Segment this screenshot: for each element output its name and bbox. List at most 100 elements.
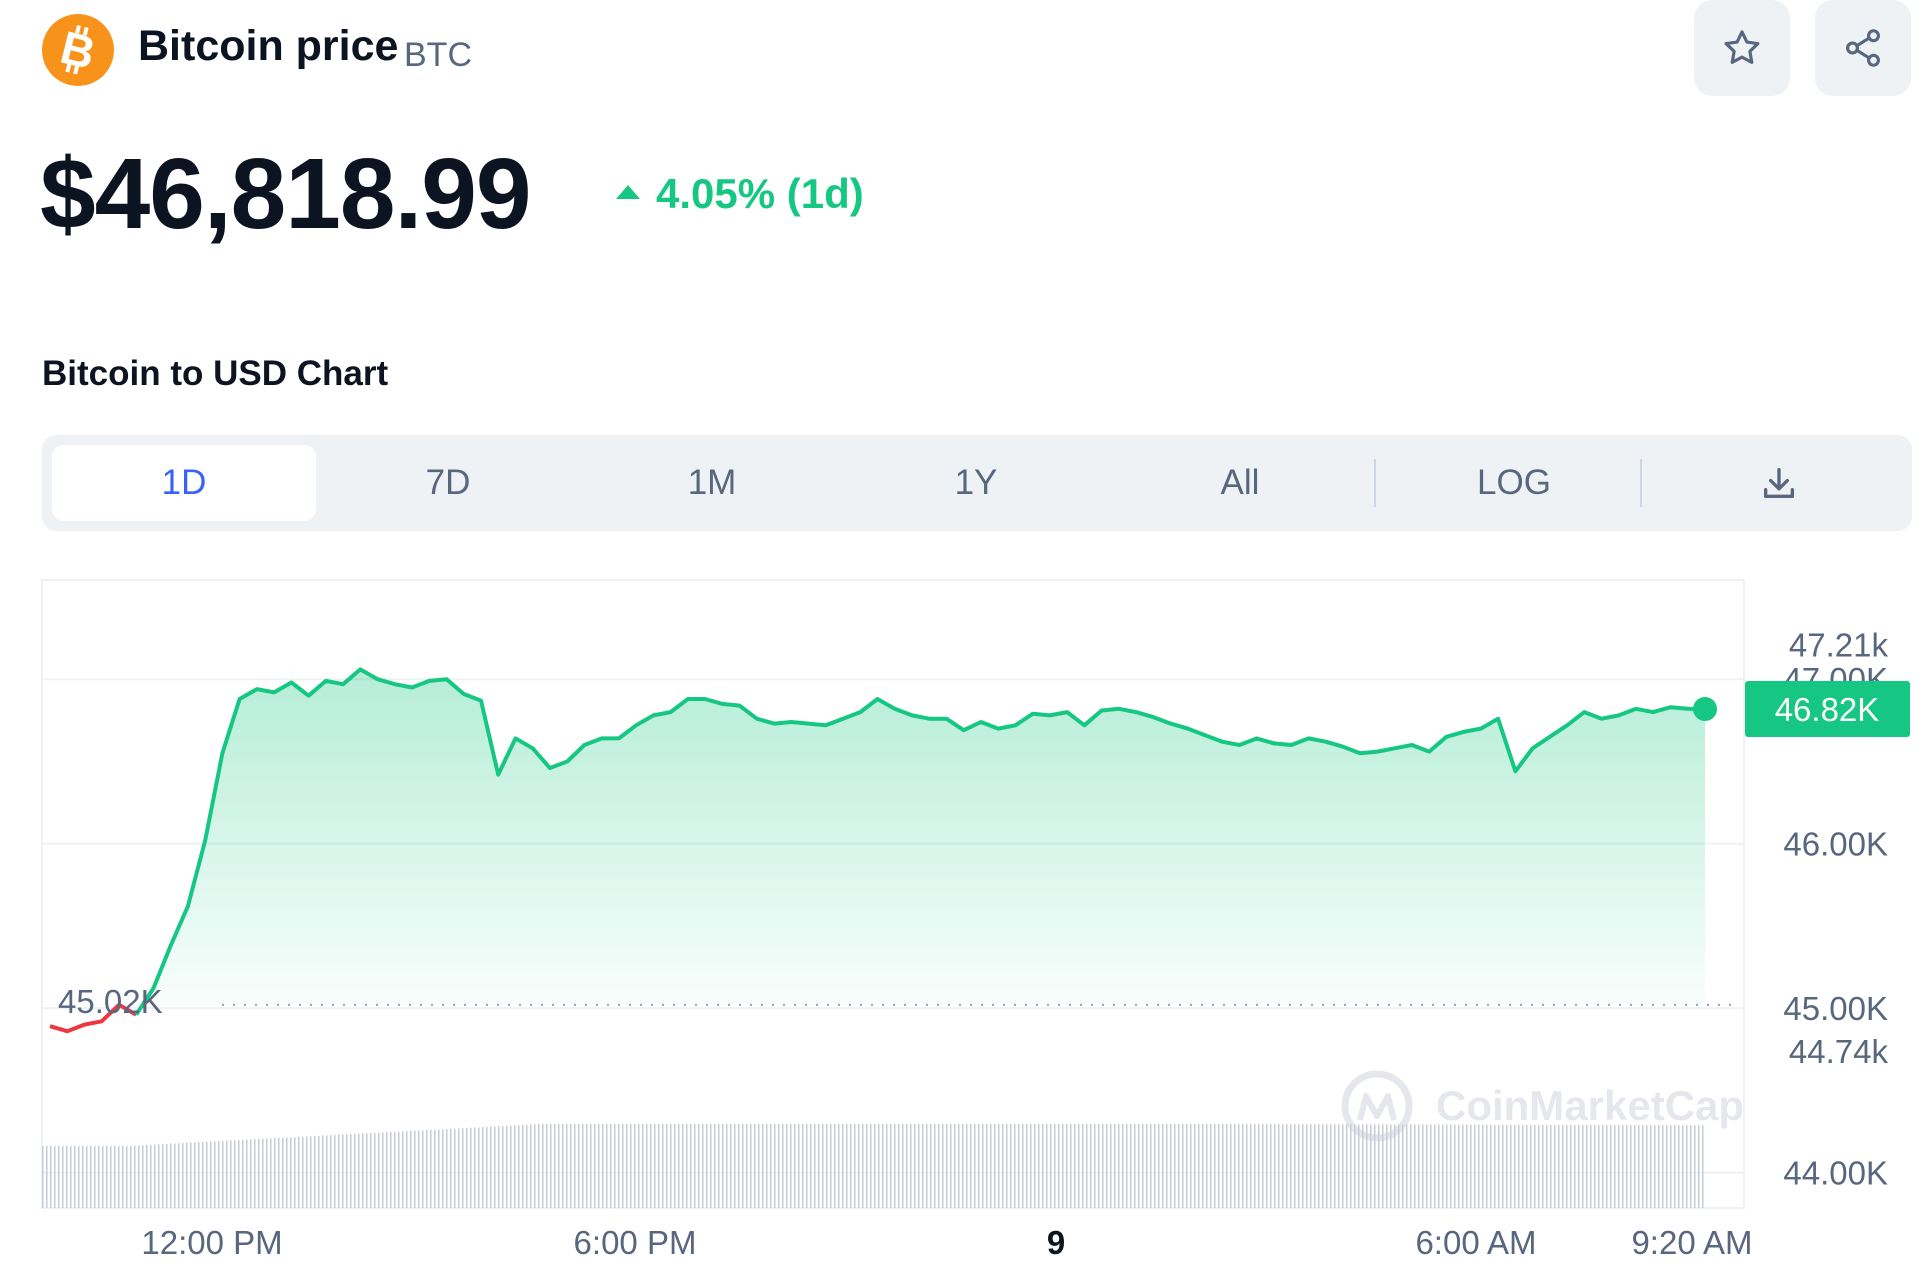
volume-bar [310,1136,312,1208]
volume-bar [1166,1124,1168,1208]
volume-bar [1414,1124,1416,1208]
price-line-up [134,667,1706,1016]
volume-bar [1022,1124,1024,1208]
volume-bar [1386,1124,1388,1208]
tab-1m[interactable]: 1M [687,463,737,502]
volume-bar [442,1129,444,1208]
tab-1y[interactable]: 1Y [954,463,998,502]
volume-bar [1666,1125,1668,1208]
volume-bar [982,1124,984,1208]
y-axis-label: 46.00K [1783,826,1888,863]
volume-bar [1142,1124,1144,1208]
volume-bar [142,1145,144,1208]
volume-bar [1274,1124,1276,1208]
volume-bar [1534,1124,1536,1208]
share-button[interactable] [1815,0,1911,96]
volume-bar [350,1134,352,1208]
volume-bar [754,1124,756,1208]
volume-bar [986,1124,988,1208]
volume-bar [1070,1124,1072,1208]
volume-bar [1254,1124,1256,1208]
volume-bar [978,1124,980,1208]
volume-bar [1266,1124,1268,1208]
tab-7d[interactable]: 7D [425,463,471,502]
volume-bar [602,1124,604,1208]
price-chart[interactable]: CoinMarketCap 45.02K 47.21k47.00K46.00K4… [0,560,1926,1274]
volume-bar [578,1124,580,1208]
volume-bar [318,1135,320,1208]
volume-bar [86,1146,88,1208]
volume-bar [474,1127,476,1208]
volume-bar [1318,1124,1320,1208]
volume-bar [102,1146,104,1208]
volume-bar [1050,1124,1052,1208]
volume-bar [574,1124,576,1208]
volume-bar [186,1142,188,1208]
volume-bar [1234,1124,1236,1208]
volume-bar [478,1127,480,1208]
volume-bar [1054,1124,1056,1208]
volume-bar [998,1124,1000,1208]
volume-bar [1090,1124,1092,1208]
volume-bar [510,1125,512,1208]
volume-bar [942,1124,944,1208]
current-price-label: 46.82K [1775,691,1880,728]
volume-bar [810,1124,812,1208]
log-scale-toggle[interactable]: LOG [1477,463,1551,502]
volume-bar [290,1137,292,1208]
volume-bar [1434,1124,1436,1208]
volume-bar [1078,1124,1080,1208]
tab-1d[interactable]: 1D [52,445,316,521]
volume-bar [410,1130,412,1208]
x-axis-label: 6:00 PM [574,1224,697,1261]
volume-bar [1066,1124,1068,1208]
volume-bar [1634,1125,1636,1208]
volume-bar [1162,1124,1164,1208]
volume-bar [1306,1124,1308,1208]
volume-bar [454,1128,456,1208]
coin-symbol: BTC [404,36,472,74]
volume-bar [1322,1124,1324,1208]
volume-bar [1302,1124,1304,1208]
volume-bar [1170,1124,1172,1208]
volume-bar [466,1127,468,1208]
volume-bar [1538,1124,1540,1208]
volume-bar [794,1124,796,1208]
volume-bar [1086,1124,1088,1208]
volume-bar [302,1136,304,1208]
volume-bar [562,1124,564,1208]
volume-bar [994,1124,996,1208]
volume-bar [1410,1124,1412,1208]
bitcoin-logo-icon: B [42,14,114,86]
watchlist-star-button[interactable] [1694,0,1790,96]
volume-bar [890,1124,892,1208]
tab-all[interactable]: All [1220,463,1260,502]
volume-bar [958,1124,960,1208]
caret-up-icon [616,185,640,199]
current-price-tag: 46.82K [1745,681,1910,738]
volume-bar [1430,1124,1432,1208]
current-price-dot[interactable] [1693,697,1717,722]
volume-bar [770,1124,772,1208]
share-icon [1846,29,1880,67]
volume-bar [178,1143,180,1208]
download-button[interactable] [1647,445,1911,521]
volume-bar [1450,1124,1452,1208]
volume-bar [226,1140,228,1208]
volume-bar [158,1144,160,1208]
volume-bar [1638,1125,1640,1208]
volume-bar [906,1124,908,1208]
volume-bar [1206,1124,1208,1208]
volume-bar [522,1125,524,1208]
volume-bar [1626,1125,1628,1208]
volume-bar [258,1138,260,1208]
volume-bar [398,1131,400,1208]
volume-bar [1146,1124,1148,1208]
volume-bar [1610,1124,1612,1208]
volume-bar [1182,1124,1184,1208]
volume-bar [234,1140,236,1208]
plot-frame [41,579,1745,1209]
volume-bar [218,1141,220,1208]
volume-bar [762,1124,764,1208]
volume-bar [554,1124,556,1208]
